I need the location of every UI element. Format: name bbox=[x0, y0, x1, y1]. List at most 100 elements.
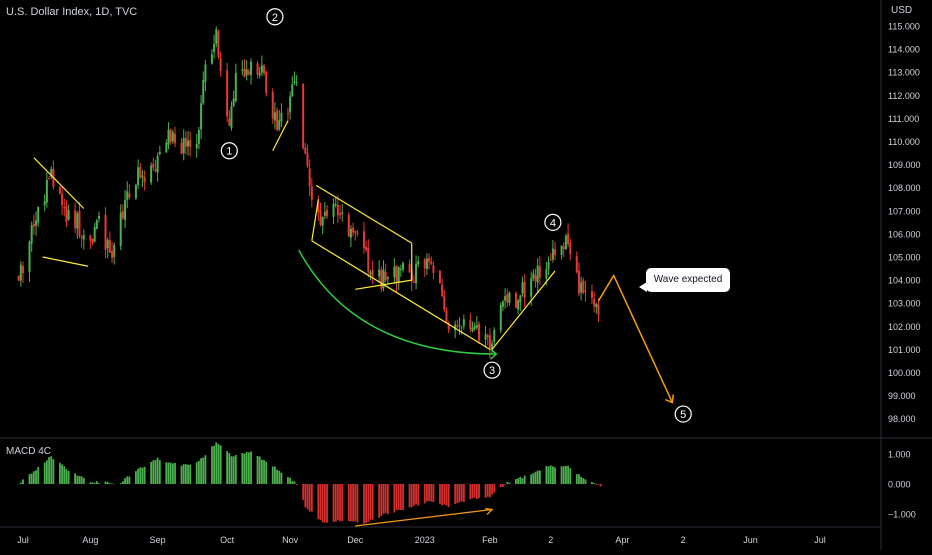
macd-bar bbox=[80, 476, 83, 484]
candle bbox=[425, 253, 428, 275]
candle bbox=[28, 240, 31, 283]
macd-bar bbox=[59, 462, 61, 484]
price-tick-label: 108.000 bbox=[888, 183, 921, 193]
macd-bar bbox=[339, 484, 341, 522]
macd-bar bbox=[426, 484, 428, 502]
candle bbox=[580, 276, 583, 301]
candle bbox=[65, 200, 68, 228]
candle-body bbox=[278, 120, 281, 130]
macd-bar bbox=[545, 466, 548, 484]
candle-body bbox=[454, 324, 457, 331]
candle bbox=[291, 75, 294, 98]
macd-bar bbox=[152, 460, 155, 484]
candle-body bbox=[326, 209, 329, 217]
macd-bar bbox=[274, 466, 276, 484]
candle-body bbox=[169, 129, 172, 142]
macd-bar bbox=[578, 474, 580, 484]
candle-body bbox=[347, 214, 350, 237]
candle bbox=[128, 184, 131, 200]
candle-body bbox=[593, 298, 596, 307]
price-tick-label: 109.000 bbox=[888, 160, 921, 170]
macd-bar bbox=[317, 484, 320, 520]
candle bbox=[438, 269, 441, 285]
candle bbox=[215, 26, 218, 48]
candle-body bbox=[263, 65, 266, 74]
macd-bar bbox=[108, 483, 111, 484]
macd-bar bbox=[499, 484, 502, 488]
macd-bar bbox=[287, 477, 289, 484]
candle-body bbox=[569, 242, 572, 255]
candle bbox=[273, 102, 276, 130]
macd-bar bbox=[521, 478, 524, 484]
candle-body bbox=[154, 169, 157, 172]
time-tick-label: Jul bbox=[814, 535, 826, 545]
wave-label-circle bbox=[674, 405, 692, 423]
candle bbox=[156, 152, 159, 182]
macd-bar bbox=[475, 484, 478, 499]
macd-bar bbox=[478, 484, 480, 499]
candle bbox=[35, 211, 38, 236]
candle-body bbox=[32, 223, 35, 227]
macd-bar bbox=[536, 470, 539, 484]
candle-body bbox=[187, 140, 190, 147]
candle bbox=[219, 51, 222, 77]
macd-bar bbox=[48, 457, 50, 484]
macd-bar bbox=[200, 458, 202, 484]
macd-bar bbox=[456, 484, 459, 504]
candle bbox=[82, 229, 85, 250]
candle-body bbox=[189, 139, 192, 147]
candle bbox=[111, 241, 114, 263]
trend-line bbox=[42, 256, 89, 267]
candle bbox=[306, 144, 309, 168]
candle-body bbox=[95, 220, 98, 230]
candle bbox=[22, 261, 24, 283]
candle bbox=[154, 159, 157, 173]
candle-body bbox=[184, 137, 187, 148]
candle bbox=[536, 258, 539, 293]
candle-body bbox=[471, 327, 474, 332]
candle bbox=[286, 107, 289, 123]
macd-bar bbox=[182, 464, 185, 484]
candle-body bbox=[443, 295, 446, 310]
candle bbox=[91, 238, 94, 246]
macd-bar bbox=[336, 484, 339, 520]
candle-body bbox=[514, 293, 517, 308]
candle bbox=[104, 207, 107, 259]
candle-body bbox=[538, 266, 541, 278]
candle bbox=[106, 237, 109, 259]
candle-body bbox=[280, 112, 283, 122]
candle-body bbox=[441, 284, 444, 296]
drawing-layer: 1 2 3 4 5 bbox=[33, 8, 692, 423]
candle bbox=[210, 49, 213, 65]
candle-body bbox=[230, 106, 233, 128]
macd-bar bbox=[458, 484, 461, 503]
macd-bar bbox=[430, 484, 433, 502]
projection-arrowhead bbox=[665, 394, 675, 404]
candle-body bbox=[286, 113, 289, 115]
candle-body bbox=[17, 275, 20, 281]
macd-bar bbox=[89, 482, 92, 484]
candle-body bbox=[462, 319, 465, 327]
candle-body bbox=[595, 304, 598, 308]
candle bbox=[108, 231, 111, 253]
candle bbox=[50, 166, 53, 180]
candle-body bbox=[380, 269, 383, 290]
candle bbox=[593, 291, 596, 313]
candle bbox=[174, 126, 177, 148]
macd-bar bbox=[234, 454, 237, 484]
candle bbox=[517, 298, 520, 315]
candle bbox=[289, 91, 292, 120]
macd-bar bbox=[599, 484, 602, 487]
candle bbox=[89, 234, 92, 250]
candle bbox=[295, 75, 298, 86]
macd-bar bbox=[332, 484, 335, 522]
candle bbox=[48, 175, 51, 180]
candle-body bbox=[302, 83, 305, 149]
macd-bar bbox=[304, 484, 307, 508]
projection-line bbox=[597, 273, 674, 403]
green-arc bbox=[298, 249, 497, 355]
candle-body bbox=[104, 214, 107, 250]
candle-body bbox=[508, 292, 511, 303]
candle-body bbox=[22, 266, 24, 273]
